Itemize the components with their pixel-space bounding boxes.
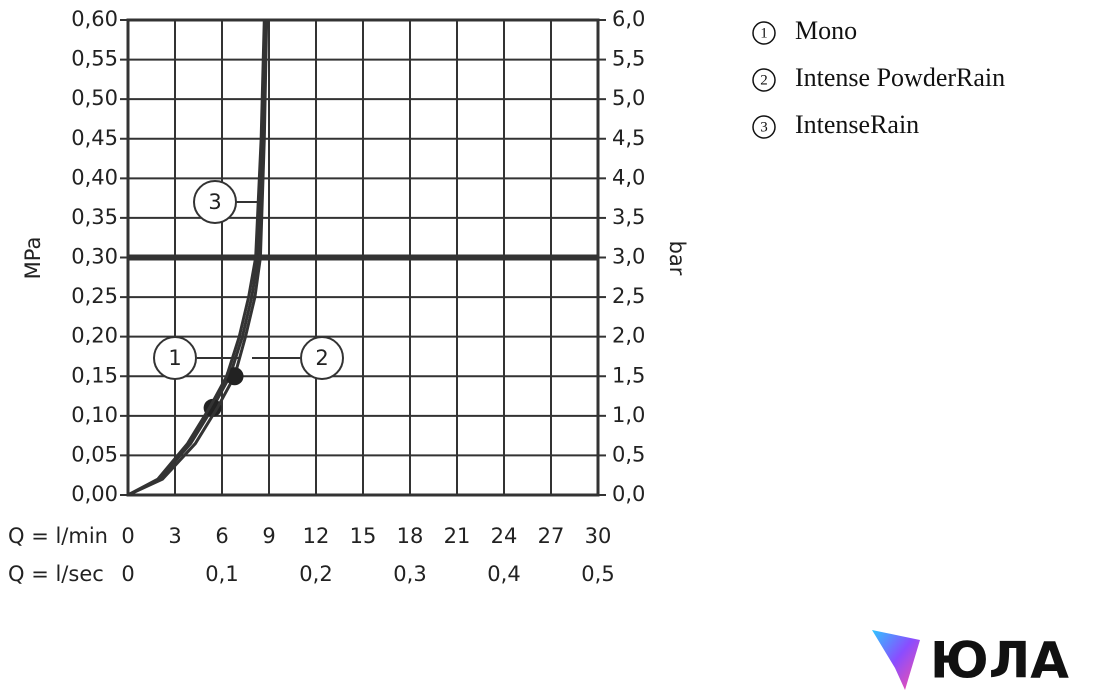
y2-tick-label: 1,0 (612, 403, 645, 427)
x2-tick-label: 0,1 (205, 562, 238, 586)
y2-tick-label: 5,5 (612, 47, 645, 71)
y-tick-label: 0,20 (71, 324, 118, 348)
series-line (127, 19, 268, 497)
legend-symbol-label: 2 (760, 72, 768, 88)
y2-tick-label: 4,0 (612, 165, 645, 189)
callout-circle (193, 180, 237, 224)
callout-label: 1 (168, 346, 181, 370)
x2-tick-label: 0,3 (393, 562, 426, 586)
series-marker (225, 367, 244, 386)
legend-symbol (752, 115, 776, 139)
y2-tick-label: 1,5 (612, 363, 645, 387)
y-tick-label: 0,05 (71, 442, 118, 466)
y2-tick-label: 5,0 (612, 86, 645, 110)
y2-tick-label: 2,0 (612, 324, 645, 348)
x-tick-label: 24 (491, 524, 518, 548)
y-tick-label: 0,40 (71, 165, 118, 189)
y2-tick-label: 6,0 (612, 7, 645, 31)
legend-symbol (752, 68, 776, 92)
legend-label: Intense PowderRain (795, 63, 1005, 92)
x-tick-label: 21 (444, 524, 471, 548)
y-tick-label: 0,55 (71, 47, 118, 71)
y-tick-label: 0,60 (71, 7, 118, 31)
x2-axis-label: Q = l/sec (8, 562, 104, 586)
series-line (127, 19, 269, 497)
y-tick-label: 0,10 (71, 403, 118, 427)
y2-axis-label: bar (665, 241, 689, 276)
x-tick-label: 0 (121, 524, 134, 548)
callout-label: 3 (208, 190, 221, 214)
legend-symbol-label: 1 (760, 25, 768, 41)
y-tick-label: 0,00 (71, 482, 118, 506)
x-axis-label: Q = l/min (8, 524, 108, 548)
x2-tick-label: 0,4 (487, 562, 520, 586)
y2-tick-label: 2,5 (612, 284, 645, 308)
logo-text: ЮЛА (930, 632, 1069, 690)
y-tick-label: 0,50 (71, 86, 118, 110)
legend-label: IntenseRain (795, 110, 919, 139)
x-tick-label: 15 (350, 524, 377, 548)
legend-label: Mono (795, 16, 857, 45)
x2-tick-label: 0 (121, 562, 134, 586)
y2-tick-label: 0,5 (612, 442, 645, 466)
legend-symbol (752, 21, 776, 45)
y-tick-label: 0,30 (71, 245, 118, 269)
x-tick-label: 12 (303, 524, 330, 548)
legend-symbol-label: 3 (760, 119, 768, 135)
y-axis-label: MPa (21, 237, 45, 280)
x-tick-label: 30 (585, 524, 612, 548)
callout-circle (153, 336, 197, 380)
series-line (127, 19, 266, 497)
x-tick-label: 27 (538, 524, 565, 548)
y-tick-label: 0,15 (71, 363, 118, 387)
x-tick-label: 9 (262, 524, 275, 548)
callout-label: 2 (315, 346, 328, 370)
y2-tick-label: 4,5 (612, 126, 645, 150)
y-tick-label: 0,35 (71, 205, 118, 229)
callout-circle (300, 336, 344, 380)
y-tick-label: 0,45 (71, 126, 118, 150)
x2-tick-label: 0,5 (581, 562, 614, 586)
x2-tick-label: 0,2 (299, 562, 332, 586)
x-tick-label: 18 (397, 524, 424, 548)
logo-icon (872, 630, 920, 690)
y2-tick-label: 3,0 (612, 245, 645, 269)
y2-tick-label: 3,5 (612, 205, 645, 229)
y-tick-label: 0,25 (71, 284, 118, 308)
x-tick-label: 6 (215, 524, 228, 548)
x-tick-label: 3 (168, 524, 181, 548)
y2-tick-label: 0,0 (612, 482, 645, 506)
